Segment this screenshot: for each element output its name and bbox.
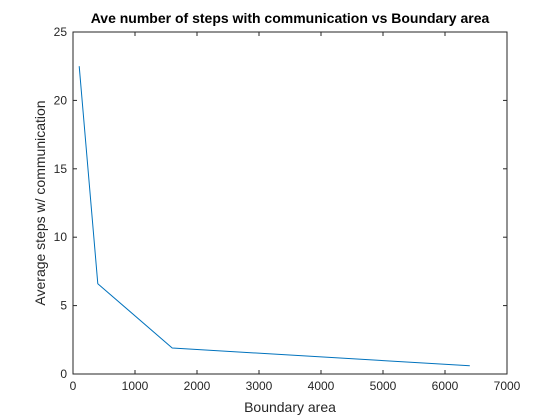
y-tick-label: 25 [54,25,68,39]
y-tick-label: 15 [54,162,68,176]
x-tick-label: 4000 [308,379,335,393]
x-tick-label: 2000 [184,379,211,393]
y-tick-label: 0 [60,367,67,381]
x-tick-label: 1000 [122,379,149,393]
y-tick-label: 5 [60,299,67,313]
chart-title: Ave number of steps with communication v… [91,10,490,26]
x-tick-label: 5000 [370,379,397,393]
y-tick-label: 10 [54,230,68,244]
x-axis-label: Boundary area [244,399,336,415]
x-tick-label: 7000 [494,379,521,393]
series-line-0 [78,66,470,367]
series-layer [78,66,470,367]
x-tick-label: 3000 [246,379,273,393]
plot-area [73,32,507,374]
ticks-layer: 0 1000 2000 3000 4000 5000 6000 7000 0 5 10 15 20 25 [54,25,521,393]
x-tick-label: 0 [70,379,77,393]
y-tick-label: 20 [54,93,68,107]
y-axis-label: Average steps w/ communication [32,100,48,305]
x-tick-label: 6000 [432,379,459,393]
plot-frame [72,31,508,375]
